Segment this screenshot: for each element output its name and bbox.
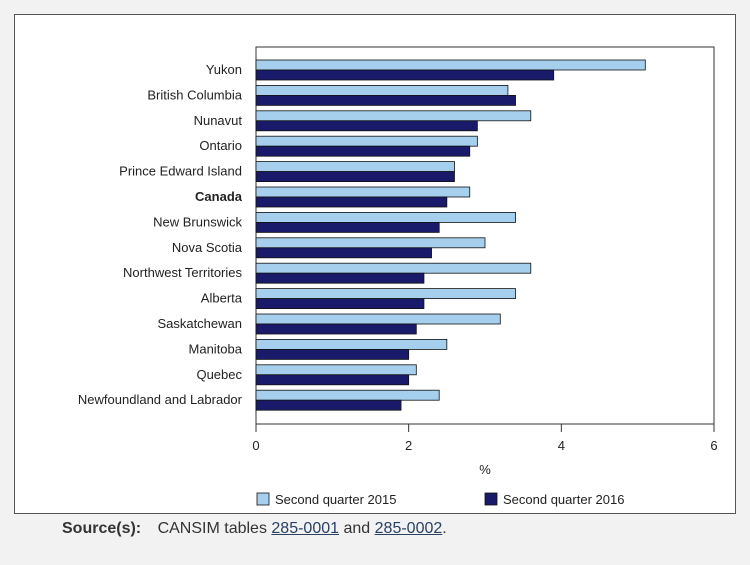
category-label: Newfoundland and Labrador xyxy=(78,392,243,407)
category-label: British Columbia xyxy=(147,87,242,102)
source-period: . xyxy=(442,520,447,537)
bar xyxy=(255,145,471,157)
bar xyxy=(255,338,448,350)
category-label: Ontario xyxy=(199,138,242,153)
category-label: New Brunswick xyxy=(153,214,242,229)
bar xyxy=(255,120,478,132)
bar xyxy=(255,247,432,259)
plot-area xyxy=(255,46,715,425)
bar xyxy=(255,272,425,284)
x-tick-label: 6 xyxy=(710,438,717,453)
bar xyxy=(255,135,478,147)
category-label: Manitoba xyxy=(189,341,243,356)
bar xyxy=(255,59,646,71)
category-label: Saskatchewan xyxy=(157,316,242,331)
x-tick-label: 0 xyxy=(252,438,259,453)
bar xyxy=(255,389,440,401)
legend-swatch xyxy=(484,492,498,506)
bar xyxy=(255,399,402,411)
bar xyxy=(255,221,440,233)
bar xyxy=(255,323,417,335)
bar xyxy=(255,161,455,173)
category-label: Nova Scotia xyxy=(172,240,243,255)
bar xyxy=(255,374,410,386)
source-label: Source(s): xyxy=(62,520,142,537)
category-label: Alberta xyxy=(201,291,243,306)
bar xyxy=(255,186,471,198)
bar xyxy=(255,110,532,122)
bar xyxy=(255,196,448,208)
bar xyxy=(255,298,425,310)
category-label: Quebec xyxy=(196,367,242,382)
legend-label: Second quarter 2015 xyxy=(275,492,396,507)
bar xyxy=(255,211,516,223)
category-label: Nunavut xyxy=(194,113,243,128)
category-label: Canada xyxy=(195,189,243,204)
legend-swatch xyxy=(256,492,270,506)
category-label: Prince Edward Island xyxy=(119,164,242,179)
bar xyxy=(255,95,516,106)
bar xyxy=(255,69,555,81)
cansim-link-285-0001[interactable]: 285-0001 xyxy=(271,520,340,537)
x-tick-label: 4 xyxy=(558,438,565,453)
category-label: Northwest Territories xyxy=(123,265,242,280)
bar xyxy=(255,171,455,183)
bar xyxy=(255,262,532,274)
x-axis-title: % xyxy=(479,462,491,477)
bar xyxy=(255,85,509,96)
cansim-link-285-0002[interactable]: 285-0002 xyxy=(374,520,443,537)
bar xyxy=(255,348,410,360)
category-label: Yukon xyxy=(206,62,242,77)
source-text: CANSIM tables xyxy=(157,520,267,537)
legend-label: Second quarter 2016 xyxy=(503,492,624,507)
bar xyxy=(255,288,516,300)
bar xyxy=(255,313,501,325)
source-note: Source(s): CANSIM tables 285-0001 and 28… xyxy=(62,520,447,538)
bar xyxy=(255,237,486,249)
source-and: and xyxy=(343,520,371,537)
x-tick-label: 2 xyxy=(405,438,412,453)
bar xyxy=(255,364,417,376)
